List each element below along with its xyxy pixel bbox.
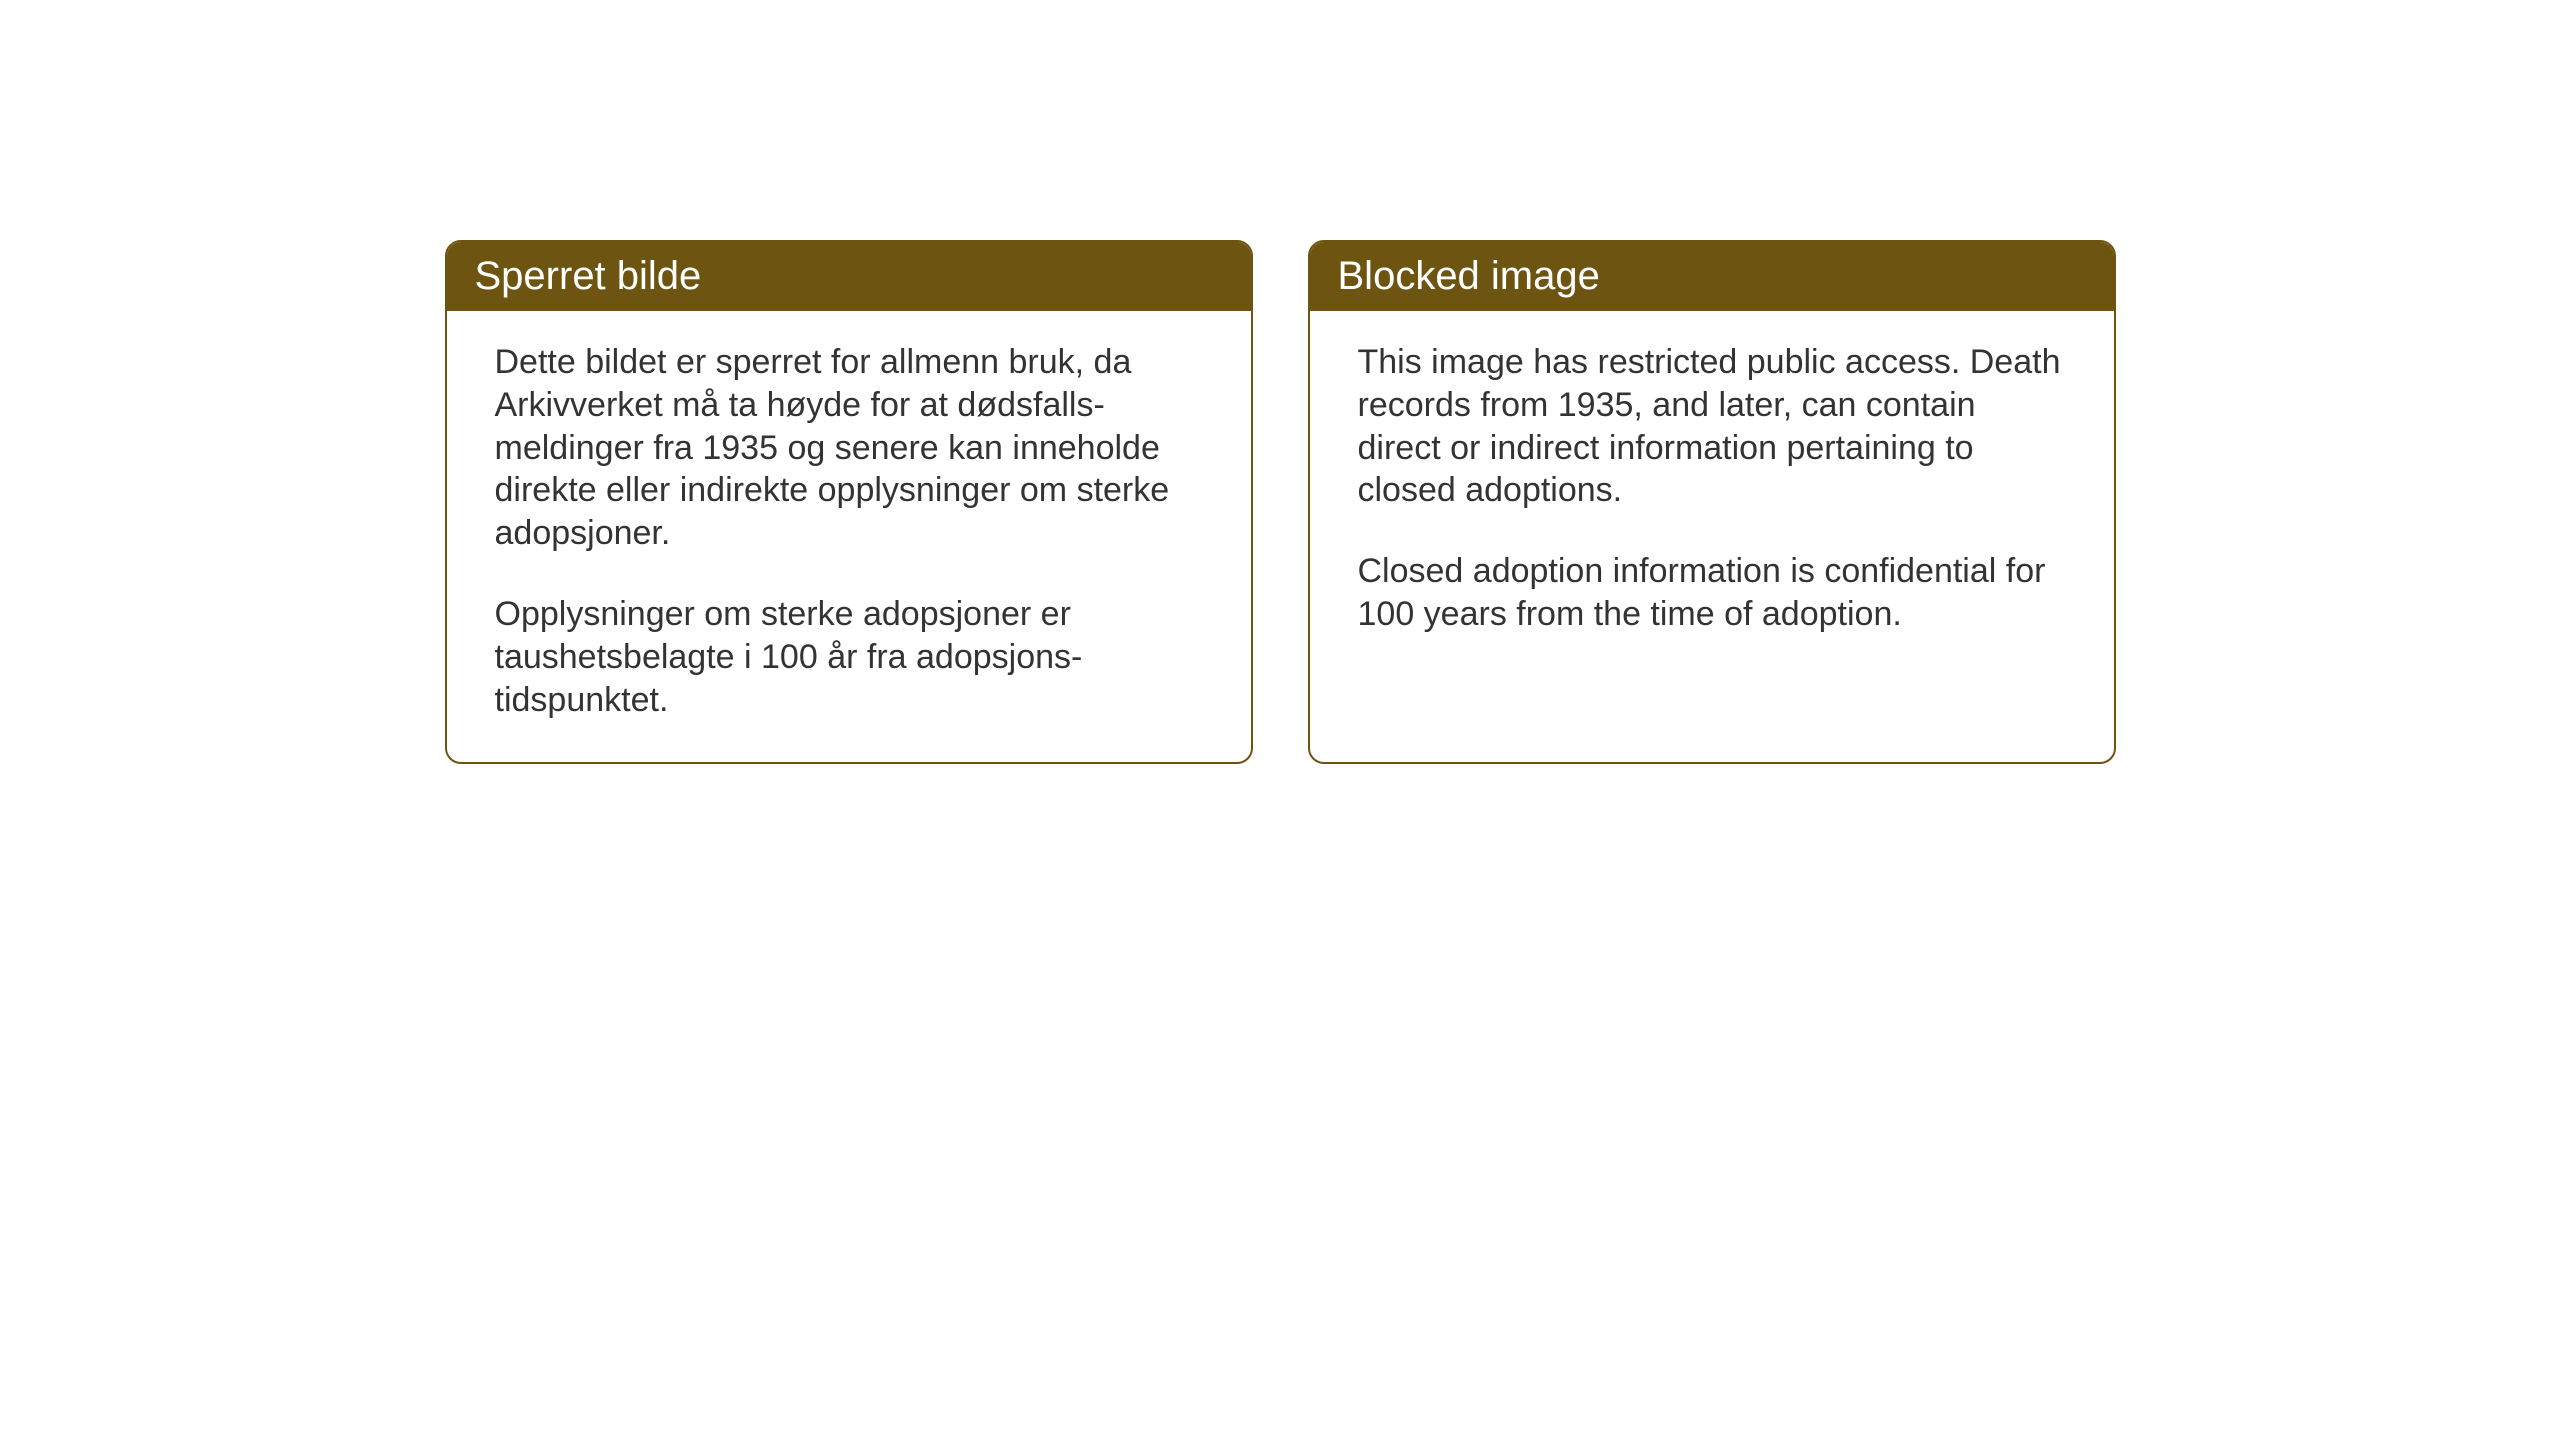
cards-container: Sperret bilde Dette bildet er sperret fo… [445, 240, 2116, 764]
card-english-body: This image has restricted public access.… [1310, 311, 2114, 676]
card-norwegian-header: Sperret bilde [447, 242, 1251, 311]
card-english-title: Blocked image [1338, 254, 1600, 298]
card-norwegian-paragraph-2: Opplysninger om sterke adopsjoner er tau… [495, 593, 1203, 721]
card-english: Blocked image This image has restricted … [1308, 240, 2116, 764]
card-norwegian-title: Sperret bilde [475, 254, 702, 298]
card-norwegian: Sperret bilde Dette bildet er sperret fo… [445, 240, 1253, 764]
card-english-header: Blocked image [1310, 242, 2114, 311]
card-norwegian-body: Dette bildet er sperret for allmenn bruk… [447, 311, 1251, 762]
card-english-paragraph-1: This image has restricted public access.… [1358, 341, 2066, 512]
card-norwegian-paragraph-1: Dette bildet er sperret for allmenn bruk… [495, 341, 1203, 555]
card-english-paragraph-2: Closed adoption information is confident… [1358, 550, 2066, 636]
